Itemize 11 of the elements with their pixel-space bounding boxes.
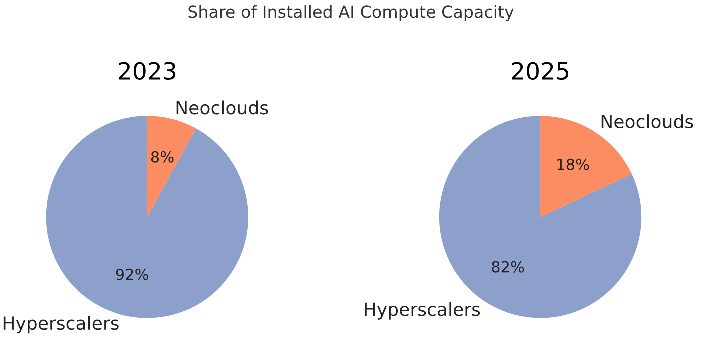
chart-subtitle: 2025 bbox=[512, 62, 569, 80]
data-label: 82% bbox=[492, 261, 524, 273]
slice-label: Hyperscalers bbox=[365, 302, 480, 320]
data-label: 92% bbox=[116, 268, 148, 280]
data-label: 18% bbox=[558, 158, 590, 170]
chart-subtitle: 2023 bbox=[119, 62, 176, 80]
slice-label: Neoclouds bbox=[176, 100, 268, 115]
slice-label: Neoclouds bbox=[602, 114, 694, 129]
text: Share of Installed AI Compute Capacity bbox=[188, 5, 514, 22]
data-label: 8% bbox=[151, 151, 174, 163]
slice-label: Hyperscalers bbox=[4, 316, 119, 334]
